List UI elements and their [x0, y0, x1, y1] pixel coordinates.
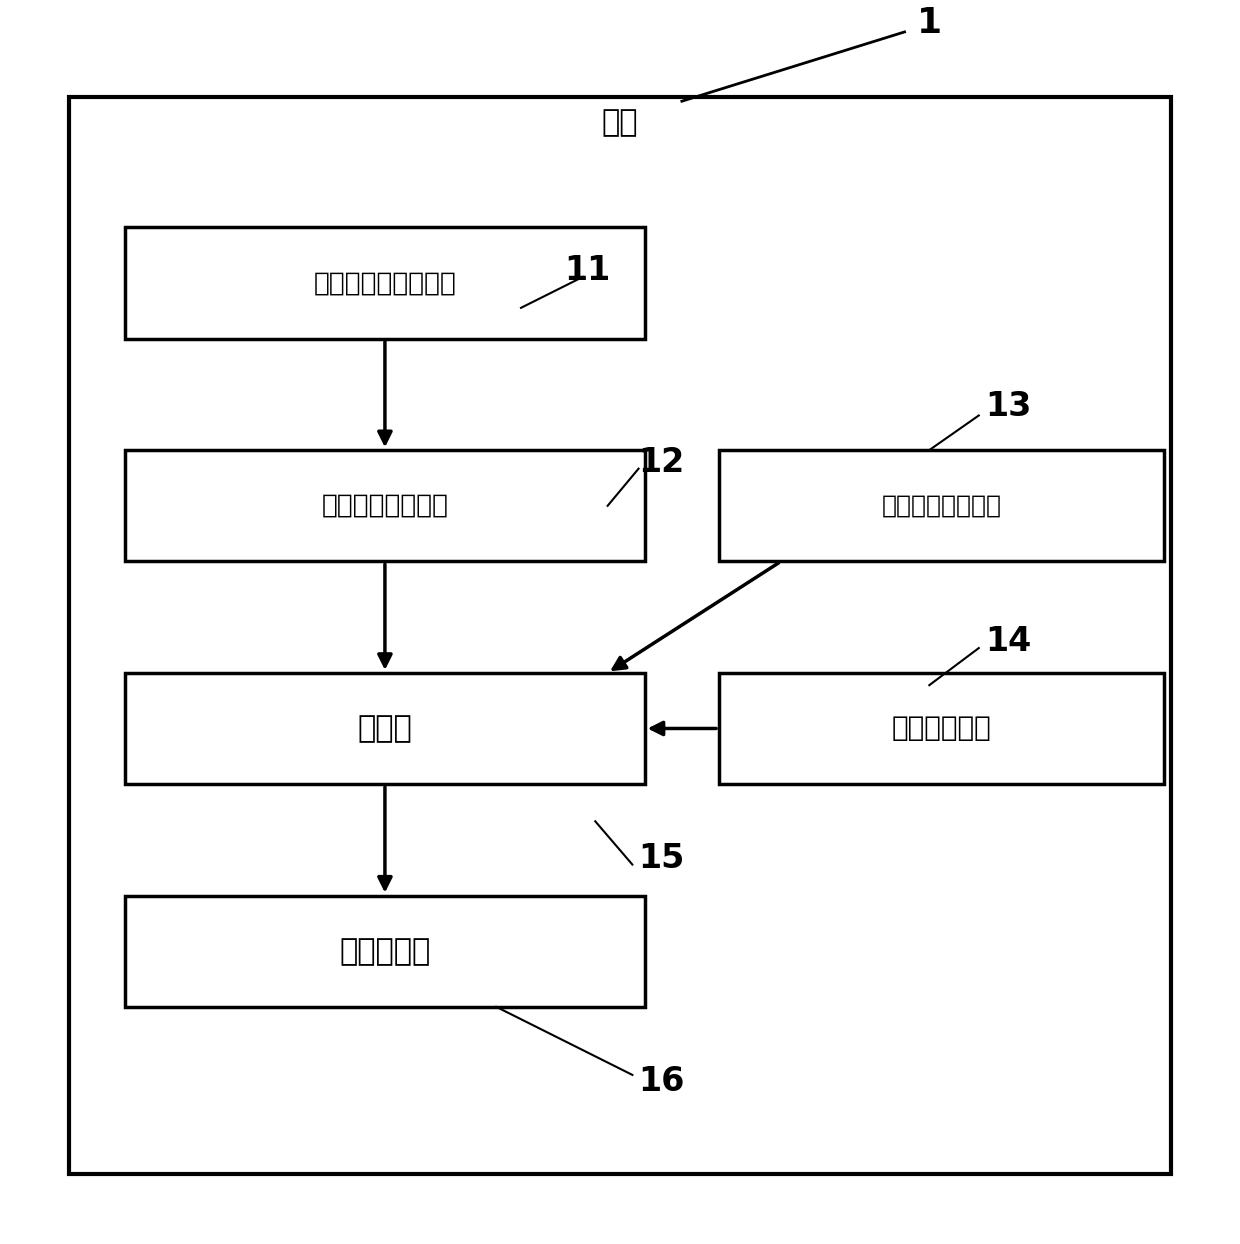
- Text: 属性设置模块: 属性设置模块: [892, 714, 992, 743]
- Text: 血管树模型生成模块: 血管树模型生成模块: [314, 270, 456, 296]
- Text: 计算网格生成模块: 计算网格生成模块: [321, 493, 449, 519]
- FancyBboxPatch shape: [719, 673, 1164, 784]
- Text: 11: 11: [564, 254, 610, 287]
- Text: 后处理模块: 后处理模块: [340, 937, 430, 965]
- Text: 13: 13: [985, 391, 1032, 423]
- FancyBboxPatch shape: [125, 896, 645, 1006]
- FancyBboxPatch shape: [125, 673, 645, 784]
- Text: 边界条件设置模块: 边界条件设置模块: [882, 494, 1002, 518]
- Text: 求解器: 求解器: [357, 714, 413, 743]
- Text: 16: 16: [639, 1065, 684, 1097]
- FancyBboxPatch shape: [125, 228, 645, 338]
- FancyBboxPatch shape: [719, 450, 1164, 561]
- Text: 14: 14: [985, 626, 1032, 658]
- Text: 12: 12: [639, 447, 684, 479]
- FancyBboxPatch shape: [69, 97, 1171, 1174]
- Text: 1: 1: [916, 6, 942, 40]
- Text: 系统: 系统: [601, 108, 639, 137]
- FancyBboxPatch shape: [125, 450, 645, 561]
- Text: 15: 15: [639, 842, 684, 875]
